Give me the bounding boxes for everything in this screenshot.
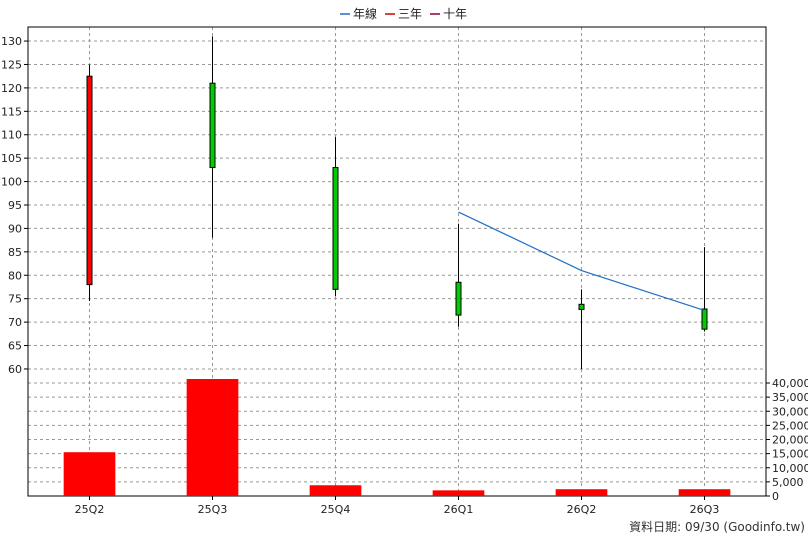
x-tick-label: 25Q2	[75, 503, 105, 516]
price-tick-label: 95	[8, 199, 22, 212]
volume-tick-label: 10,000	[772, 462, 808, 475]
annual-line-group	[458, 211, 705, 311]
price-tick-label: 80	[8, 269, 22, 282]
price-tick-label: 125	[1, 58, 22, 71]
legend-label: 年線	[353, 6, 377, 21]
volume-bar	[432, 490, 485, 496]
x-tick-label: 25Q3	[198, 503, 228, 516]
volume-bar	[186, 379, 239, 496]
volume-tick-label: 40,000	[772, 377, 808, 390]
candle-body	[86, 75, 93, 286]
legend: 年線 三年 十年	[340, 6, 467, 21]
price-tick-label: 110	[1, 129, 22, 142]
volume-bars	[63, 379, 731, 496]
price-tick-label: 60	[8, 363, 22, 376]
grid	[28, 27, 766, 496]
volume-bar	[63, 452, 116, 496]
price-tick-label: 85	[8, 246, 22, 259]
volume-tick-label: 35,000	[772, 391, 808, 404]
volume-tick-label: 15,000	[772, 448, 808, 461]
volume-tick-label: 20,000	[772, 434, 808, 447]
volume-bar	[309, 485, 362, 496]
price-tick-label: 75	[8, 293, 22, 306]
x-tick-label: 26Q1	[444, 503, 474, 516]
volume-bar	[555, 489, 608, 496]
volume-tick-label: 0	[772, 490, 779, 503]
price-tick-label: 70	[8, 316, 22, 329]
x-tick-label: 26Q2	[567, 503, 597, 516]
candle-body	[209, 82, 216, 169]
tick-labels: 60 65 70 75 80 85 90 95 100 105 110 115 120 125 130 05,…	[1, 35, 808, 516]
volume-tick-label: 5,000	[772, 476, 804, 489]
x-tick-label: 26Q3	[690, 503, 720, 516]
volume-tick-label: 25,000	[772, 419, 808, 432]
candle-body	[455, 281, 462, 316]
legend-label: 十年	[443, 7, 467, 21]
price-tick-label: 65	[8, 340, 22, 353]
price-tick-label: 105	[1, 152, 22, 165]
price-tick-label: 115	[1, 105, 22, 118]
candle-body	[578, 303, 585, 310]
price-tick-label: 130	[1, 35, 22, 48]
volume-bar	[678, 489, 731, 496]
axes	[24, 26, 770, 500]
price-tick-label: 100	[1, 176, 22, 189]
x-tick-label: 25Q4	[321, 503, 351, 516]
candle-body	[332, 167, 339, 290]
price-tick-label: 90	[8, 222, 22, 235]
plot-frame	[27, 26, 767, 497]
candles	[86, 36, 708, 369]
legend-label: 三年	[398, 7, 422, 21]
candle-body	[701, 308, 708, 330]
annual-line	[458, 211, 705, 311]
price-tick-label: 120	[1, 82, 22, 95]
volume-tick-label: 30,000	[772, 405, 808, 418]
footer-date-source: 資料日期: 09/30 (Goodinfo.tw)	[629, 520, 805, 534]
